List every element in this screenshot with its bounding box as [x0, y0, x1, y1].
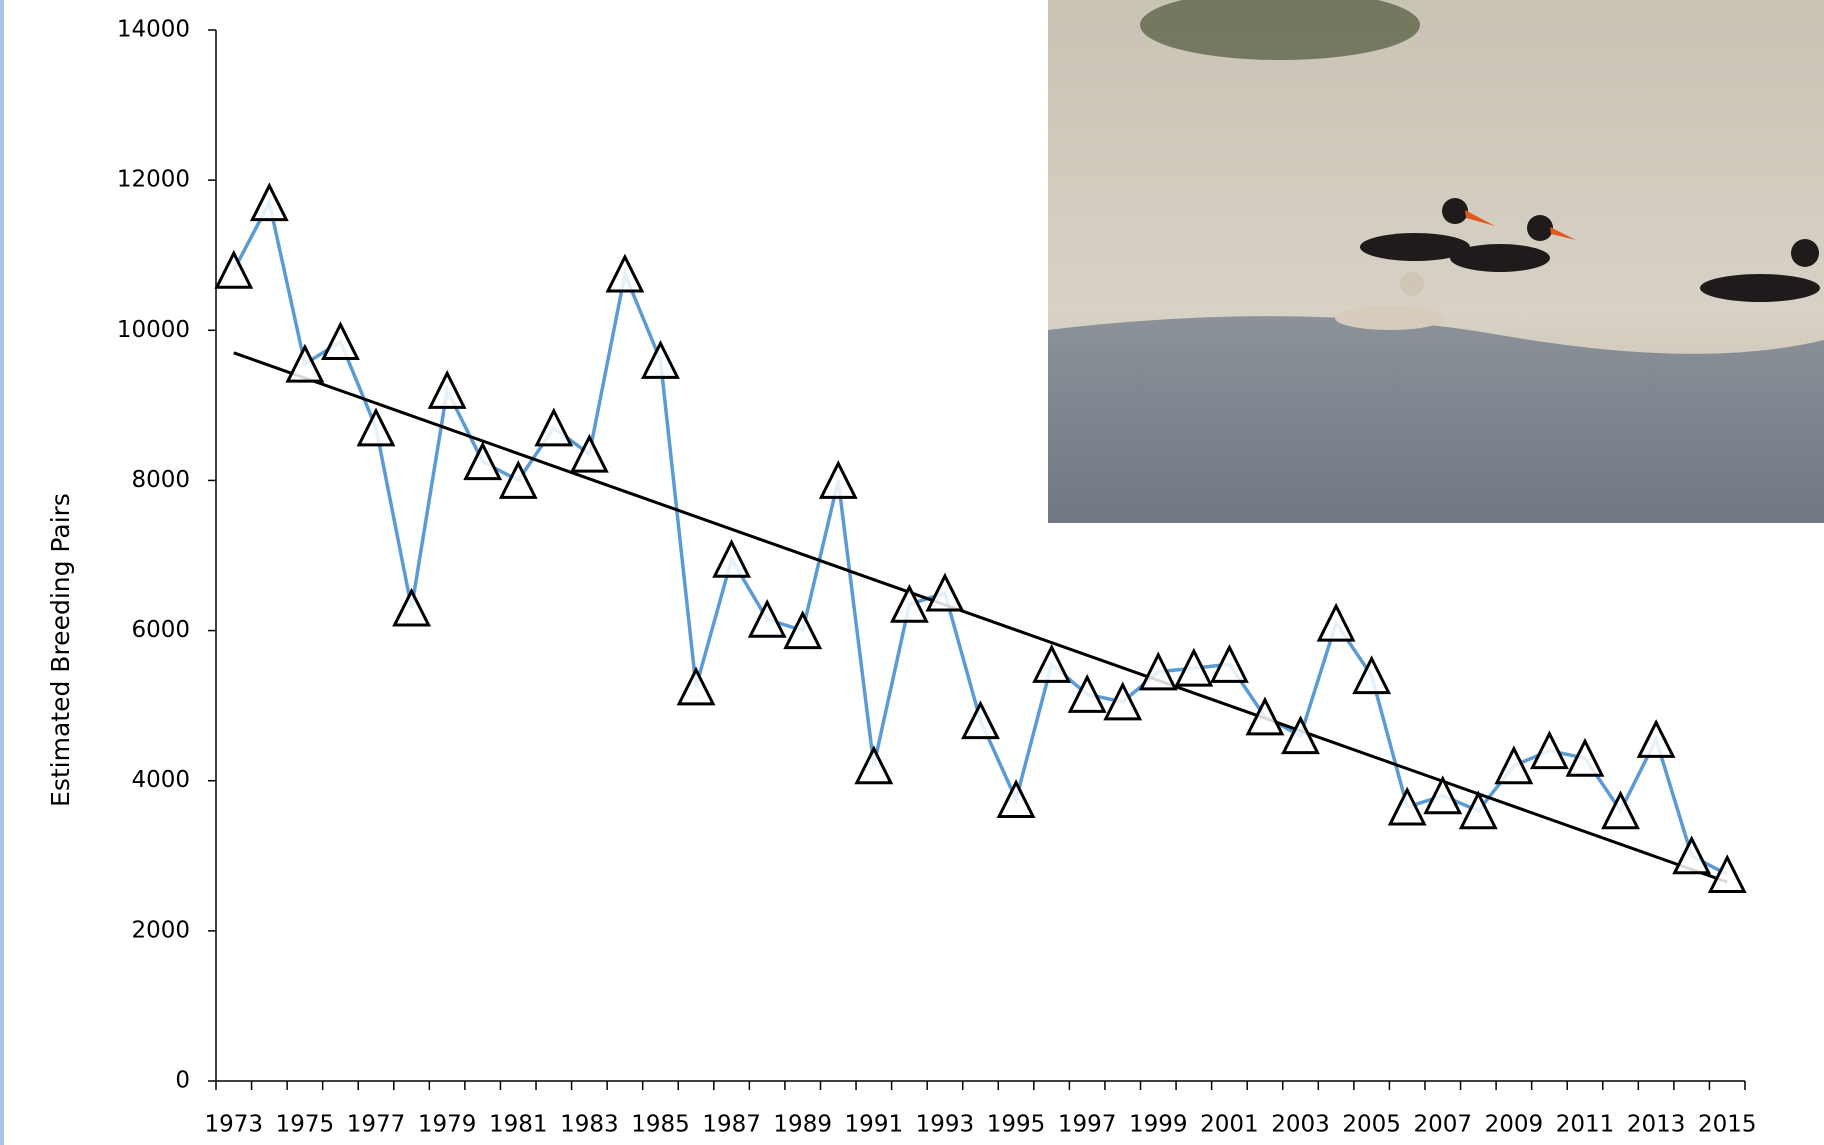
x-tick-label: 2007 [1413, 1112, 1472, 1138]
photo [1048, 0, 1824, 523]
y-tick-label: 10000 [117, 317, 190, 343]
triangle-marker [1138, 651, 1178, 691]
x-tick-label: 1995 [987, 1112, 1046, 1138]
x-tick-label: 2011 [1556, 1112, 1615, 1138]
triangle-marker [356, 407, 396, 447]
triangle-marker [1636, 719, 1676, 758]
triangle-marker [747, 598, 787, 638]
triangle-marker [392, 587, 431, 627]
y-tick-label: 4000 [131, 767, 190, 793]
y-tick-label: 8000 [131, 467, 190, 493]
triangle-marker [534, 407, 574, 447]
triangle-marker [1565, 737, 1605, 777]
triangle-marker [1352, 655, 1392, 695]
triangle-marker [1174, 647, 1214, 687]
x-tick-label: 2001 [1200, 1112, 1259, 1138]
triangle-marker [1032, 643, 1072, 683]
y-tick-label: 14000 [117, 17, 190, 43]
x-tick-label: 1989 [773, 1112, 832, 1138]
triangle-marker [605, 253, 645, 293]
y-axis-label: Estimated Breeding Pairs [46, 493, 75, 807]
x-tick-label: 1987 [702, 1112, 761, 1138]
x-tick-label: 1977 [347, 1112, 406, 1138]
x-tick-label: 2013 [1627, 1112, 1686, 1138]
y-tick-label: 0 [175, 1068, 190, 1094]
triangle-marker [1494, 745, 1534, 785]
triangle-marker [1067, 674, 1107, 713]
triangle-marker [889, 583, 929, 623]
x-tick-label: 1985 [631, 1112, 690, 1138]
triangle-marker [1281, 715, 1320, 755]
triangle-marker [1423, 775, 1463, 815]
triangle-marker [1316, 602, 1356, 642]
triangle-marker [1209, 643, 1249, 683]
y-tick-label: 2000 [131, 917, 190, 943]
triangle-marker [1672, 835, 1712, 875]
triangle-marker [463, 441, 503, 481]
y-tick-label: 12000 [117, 167, 190, 193]
x-tick-label: 1991 [845, 1112, 904, 1138]
triangle-marker [712, 538, 752, 578]
x-tick-label: 1993 [916, 1112, 975, 1138]
y-tick-label: 6000 [131, 617, 190, 643]
triangle-marker [961, 700, 1000, 740]
triangle-marker [1458, 790, 1498, 830]
x-tick-label: 1983 [560, 1112, 619, 1138]
triangle-marker [818, 460, 858, 499]
triangle-marker [996, 779, 1036, 818]
triangle-marker [1387, 786, 1427, 826]
x-tick-label: 1979 [418, 1112, 477, 1138]
triangle-marker [427, 369, 467, 409]
triangle-marker [854, 745, 894, 785]
x-tick-label: 1975 [276, 1112, 335, 1138]
x-tick-label: 1997 [1058, 1112, 1117, 1138]
triangle-marker [214, 249, 254, 289]
triangle-marker [925, 572, 965, 612]
triangle-marker [783, 610, 823, 650]
triangle-marker [321, 321, 360, 361]
triangle-marker [1707, 854, 1747, 894]
x-tick-label: 2003 [1271, 1112, 1330, 1138]
x-tick-label: 1973 [205, 1112, 264, 1138]
triangle-marker [249, 182, 289, 222]
x-tick-label: 1999 [1129, 1112, 1188, 1138]
x-tick-label: 2015 [1698, 1112, 1757, 1138]
triangle-marker [569, 433, 609, 473]
x-tick-label: 1981 [489, 1112, 548, 1138]
triangle-marker [498, 460, 538, 499]
triangle-marker [1245, 696, 1285, 736]
triangle-marker [641, 339, 680, 379]
x-tick-label: 2005 [1342, 1112, 1401, 1138]
triangle-marker [1530, 730, 1569, 770]
window-border [0, 0, 4, 1145]
x-tick-label: 2009 [1485, 1112, 1544, 1138]
triangle-marker [676, 666, 716, 706]
triangle-marker [285, 343, 325, 383]
triangle-marker [1103, 681, 1143, 721]
triangle-marker [1601, 790, 1640, 830]
